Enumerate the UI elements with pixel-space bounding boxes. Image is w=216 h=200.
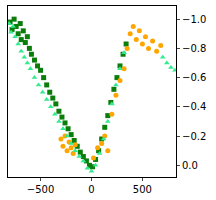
svg-text:−0.6: −0.6 — [182, 72, 206, 83]
svg-text:−0.4: −0.4 — [182, 101, 206, 112]
svg-text:−1.0: −1.0 — [182, 14, 206, 25]
svg-text:−0.8: −0.8 — [182, 43, 206, 54]
svg-text:−500: −500 — [27, 184, 54, 195]
svg-text:500: 500 — [133, 184, 152, 195]
svg-text:−0.2: −0.2 — [182, 131, 206, 142]
svg-text:0.0: 0.0 — [182, 160, 198, 171]
svg-text:0: 0 — [88, 184, 94, 195]
